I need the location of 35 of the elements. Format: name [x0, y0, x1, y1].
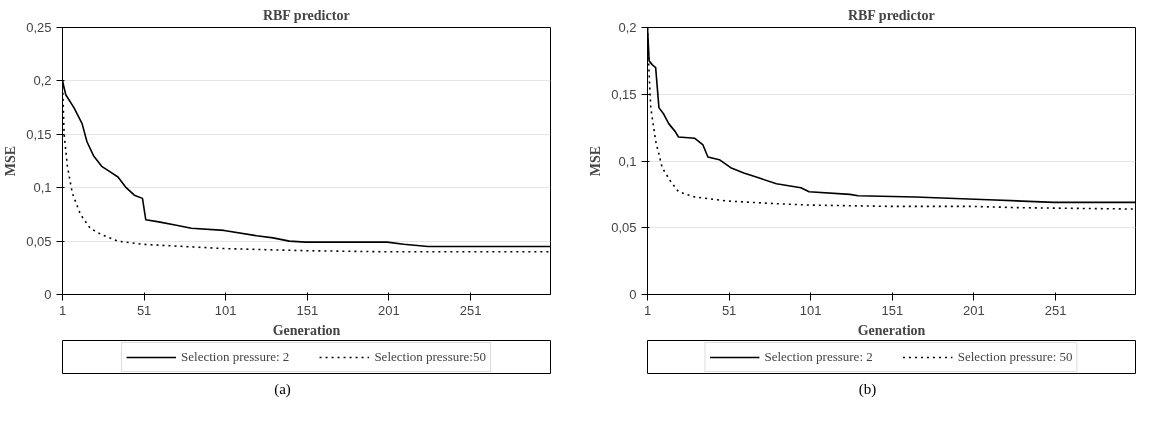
text: (a): [274, 380, 291, 399]
y-tick-label: 0,2: [33, 73, 52, 89]
y-tick-label: 0,05: [26, 233, 52, 249]
y-tick-label: 0,1: [33, 180, 52, 196]
y-tick-label: 0: [44, 287, 52, 302]
x-axis-title: Generation: [272, 322, 341, 338]
y-tick-label: 0: [629, 287, 637, 302]
y-tick-label: 0,15: [26, 126, 52, 142]
x-tick-label: 51: [136, 302, 152, 318]
x-tick-label: 251: [1044, 302, 1067, 318]
legend-label: Selection pressure: 2: [181, 349, 290, 365]
x-tick-label: 101: [799, 302, 822, 318]
y-tick-label: 0,15: [611, 86, 637, 102]
y-axis-title: MSE: [588, 145, 604, 177]
x-axis-title: Generation: [857, 322, 926, 338]
legend-label: Selection pressure:50: [374, 349, 486, 365]
y-axis-title: MSE: [3, 145, 19, 177]
y-tick-label: 0,2: [618, 20, 637, 35]
y-tick-label: 0,05: [611, 220, 637, 236]
chart-title: RBF predictor: [262, 7, 350, 23]
legend-label: Selection pressure: 50: [957, 349, 1073, 365]
text: (b): [858, 380, 877, 399]
x-tick-label: 151: [296, 302, 319, 318]
legend-label: Selection pressure: 2: [764, 349, 873, 365]
x-tick-label: 151: [881, 302, 904, 318]
x-tick-label: 201: [963, 302, 985, 318]
x-tick-label: 201: [378, 302, 400, 318]
x-tick-label: 101: [214, 302, 237, 318]
x-tick-label: 1: [58, 302, 67, 318]
x-tick-label: 251: [459, 302, 482, 318]
chart-title: RBF predictor: [847, 7, 935, 23]
x-tick-label: 51: [721, 302, 737, 318]
y-tick-label: 0,1: [618, 153, 637, 169]
y-tick-label: 0,25: [26, 20, 52, 35]
x-tick-label: 1: [643, 302, 652, 318]
